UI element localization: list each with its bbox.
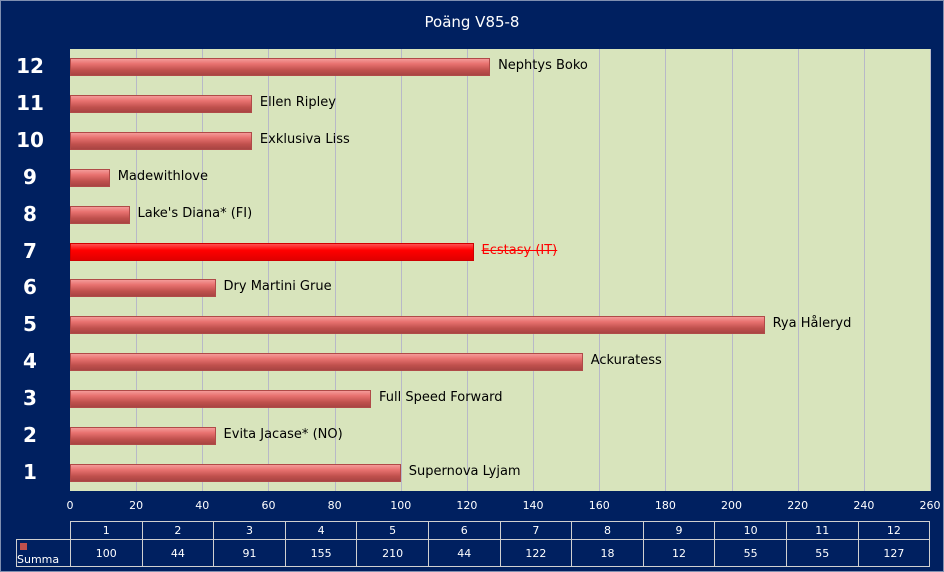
- legend-swatch-icon: [20, 543, 27, 550]
- table-header-cell: 8: [571, 521, 644, 540]
- gridline: [863, 49, 865, 491]
- table-value-cell: 155: [284, 539, 358, 567]
- x-tick-label: 140: [522, 499, 544, 512]
- table-header-cell: 7: [499, 521, 573, 540]
- bar-4: [70, 353, 583, 372]
- y-tick-label: 10: [16, 128, 44, 153]
- x-tick-label: 260: [919, 499, 941, 512]
- x-tick-label: 180: [654, 499, 676, 512]
- x-tick-label: 160: [588, 499, 610, 512]
- table-header-cell: 1: [70, 521, 143, 540]
- bar-label: Ellen Ripley: [259, 95, 336, 111]
- x-tick-label: 0: [66, 499, 74, 512]
- bar-10: [70, 132, 252, 151]
- x-tick-label: 220: [787, 499, 809, 512]
- series-name: Summa: [17, 553, 60, 566]
- legend-key: Summa: [16, 539, 71, 567]
- table-header-cell: 10: [714, 521, 787, 540]
- table-header-cell: 12: [857, 521, 931, 540]
- y-tick-label: 5: [23, 312, 37, 337]
- table-value-cell: 122: [499, 539, 573, 567]
- bar-3: [70, 389, 371, 408]
- bar-label: Rya Håleryd: [772, 316, 852, 332]
- gridline: [797, 49, 799, 491]
- y-tick-label: 9: [23, 164, 37, 189]
- y-tick-label: 1: [23, 459, 37, 484]
- gridline: [599, 49, 601, 491]
- y-tick-label: 3: [23, 385, 37, 410]
- bar-2: [70, 426, 216, 445]
- x-tick-label: 200: [721, 499, 743, 512]
- table-header-cell: 3: [213, 521, 286, 540]
- bar-label: Lake's Diana* (FI): [137, 205, 253, 221]
- bar-label: Evita Jacase* (NO): [223, 426, 343, 442]
- x-tick-label: 100: [390, 499, 412, 512]
- table-header-cell: 6: [427, 521, 501, 540]
- table-value-cell: 100: [70, 539, 143, 567]
- y-tick-label: 2: [23, 422, 37, 447]
- bar-label: Ecstasy (IT): [481, 242, 558, 258]
- table-header-cell: 5: [356, 521, 429, 540]
- x-tick-label: 120: [456, 499, 478, 512]
- bar-1: [70, 463, 401, 482]
- gridline: [665, 49, 667, 491]
- bar-label: Ackuratess: [590, 353, 662, 369]
- bar-label: Full Speed Forward: [379, 389, 503, 405]
- table-header-cell: 9: [642, 521, 716, 540]
- y-tick-label: 6: [23, 275, 37, 300]
- bar-label: Supernova Lyjam: [408, 463, 521, 479]
- bar-label: Madewithlove: [117, 168, 208, 184]
- gridline: [334, 49, 336, 491]
- table-value-cell: 55: [785, 539, 859, 567]
- bar-7: [70, 242, 474, 261]
- gridline: [136, 49, 138, 491]
- bar-6: [70, 279, 216, 298]
- table-value-cell: 44: [141, 539, 215, 567]
- table-header-cell: 11: [785, 521, 859, 540]
- gridline: [533, 49, 535, 491]
- gridline: [268, 49, 270, 491]
- gridline: [202, 49, 204, 491]
- table-header-cell: 4: [284, 521, 358, 540]
- gridline: [731, 49, 733, 491]
- gridline: [466, 49, 468, 491]
- table-value-cell: 210: [356, 539, 429, 567]
- x-tick-label: 60: [261, 499, 276, 512]
- y-tick-label: 7: [23, 238, 37, 263]
- bar-label: Exklusiva Liss: [259, 132, 350, 148]
- y-tick-label: 8: [23, 201, 37, 226]
- chart-title: Poäng V85-8: [424, 13, 520, 31]
- table-header-cell: 2: [141, 521, 215, 540]
- plot-area: Supernova Lyjam Evita Jacase* (NO) Full Sp…: [70, 49, 931, 491]
- data-table: 1 2 3 4 5 6 7 8 9 10 11 12 Summa 100 44 91 155 210 44 122 1…: [16, 521, 931, 567]
- bar-label: Dry Martini Grue: [223, 279, 332, 295]
- bar-11: [70, 95, 252, 114]
- bar-5: [70, 316, 765, 335]
- data-table-corner: [17, 522, 71, 540]
- bar-8: [70, 205, 130, 224]
- table-value-cell: 44: [427, 539, 501, 567]
- table-value-cell: 127: [857, 539, 931, 567]
- bar-label: Nephtys Boko: [498, 58, 588, 74]
- y-tick-label: 12: [16, 54, 44, 79]
- bar-12: [70, 58, 491, 77]
- table-value-cell: 18: [571, 539, 644, 567]
- table-value-cell: 12: [642, 539, 716, 567]
- gridline: [400, 49, 402, 491]
- y-tick-label: 4: [23, 349, 37, 374]
- x-tick-label: 80: [327, 499, 342, 512]
- x-tick-label: 20: [129, 499, 144, 512]
- y-tick-label: 11: [16, 91, 44, 116]
- gridline: [930, 49, 931, 491]
- table-value-cell: 91: [213, 539, 286, 567]
- x-tick-label: 40: [195, 499, 210, 512]
- x-tick-label: 240: [853, 499, 875, 512]
- table-value-cell: 55: [714, 539, 787, 567]
- bar-9: [70, 168, 110, 187]
